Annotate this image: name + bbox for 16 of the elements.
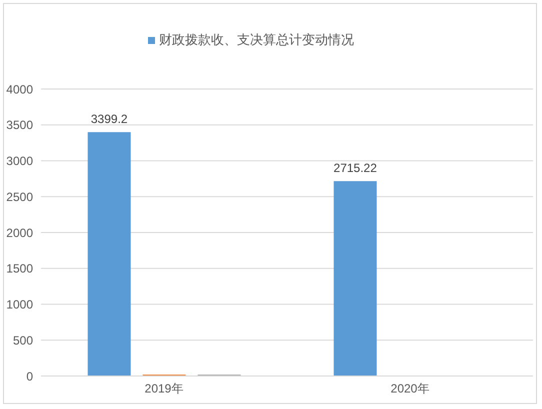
bar (88, 132, 131, 376)
y-tick-label: 0 (26, 369, 34, 384)
x-tick-label: 2019年 (144, 382, 184, 396)
y-tick-label: 1500 (6, 262, 34, 276)
data-label: 3399.2 (90, 112, 128, 126)
y-tick-label: 2000 (6, 226, 34, 240)
y-tick-label: 4000 (6, 82, 34, 96)
y-tick-label: 1000 (6, 298, 34, 312)
bar (334, 181, 377, 376)
data-label: 2715.22 (334, 161, 378, 176)
legend-label: 财政拨款收、支决算总计变动情况 (159, 31, 354, 49)
y-tick-label: 3000 (6, 154, 34, 168)
y-tick-label: 3500 (6, 118, 34, 132)
y-tick-label: 500 (12, 333, 34, 348)
x-tick-label: 2020年 (390, 382, 430, 396)
y-tick-label: 2500 (6, 190, 34, 204)
